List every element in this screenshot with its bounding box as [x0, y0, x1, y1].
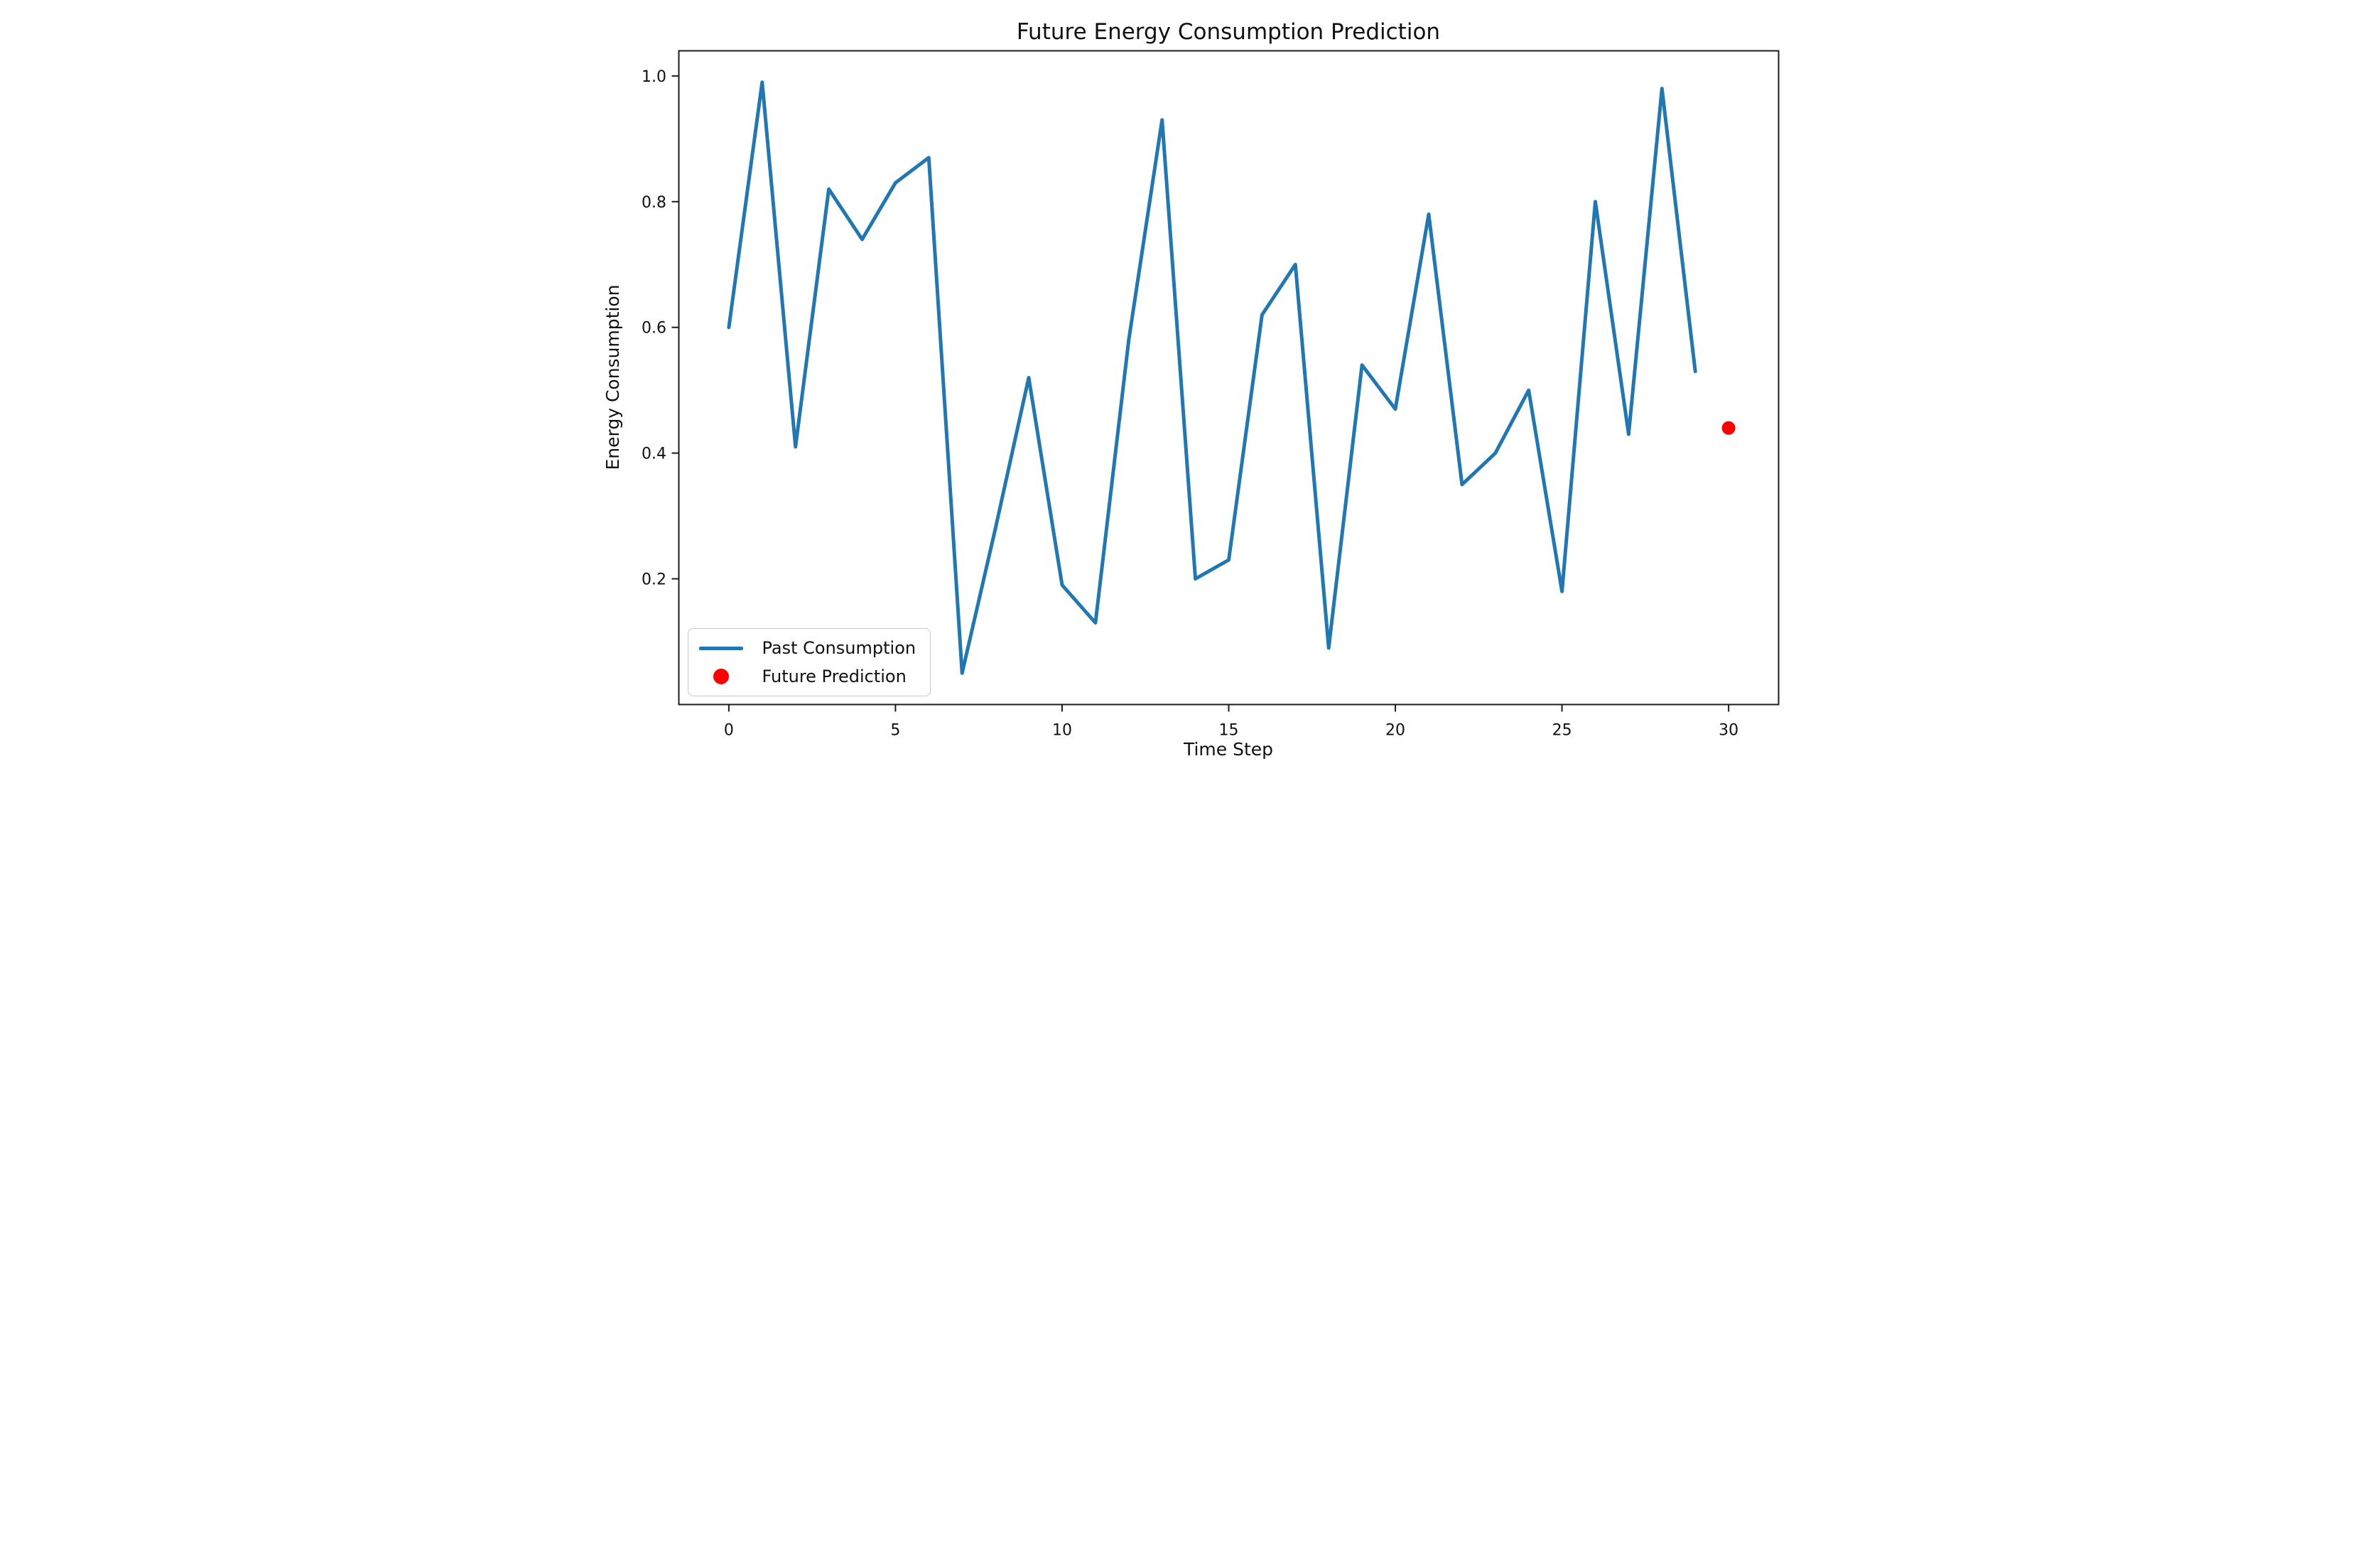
past-consumption-line: [726, 80, 1697, 675]
line-swatch-icon: [698, 646, 743, 650]
x-tick-label: 10: [1051, 722, 1071, 740]
x-tick-label: 20: [1385, 722, 1405, 740]
x-tick-label: 5: [890, 722, 900, 740]
y-axis-label: Energy Consumption: [602, 284, 623, 470]
figure: 0 5 10 15 20 25 30 0.2 0.4 0.6 0.8 1.0 Future Energ…: [595, 0, 1785, 777]
y-tick-label: 0.8: [642, 194, 666, 212]
plot-border: [678, 50, 1779, 706]
chart-title: Future Energy Consumption Prediction: [1016, 19, 1439, 45]
future-prediction-dot: [1721, 421, 1736, 435]
y-tick-label: 0.4: [642, 446, 666, 463]
chart-canvas: 0 5 10 15 20 25 30 0.2 0.4 0.6 0.8 1.0 Future Energ…: [602, 19, 1779, 760]
y-tick-label: 1.0: [642, 68, 666, 86]
plot-series: [726, 80, 1736, 675]
legend-label-future-prediction: Future Prediction: [762, 667, 907, 686]
y-tick-label: 0.2: [642, 571, 666, 589]
y-tick-label: 0.6: [642, 320, 666, 338]
axis-ticks: [671, 75, 1729, 712]
x-axis-label: Time Step: [1182, 739, 1272, 760]
legend-swatch-column: [698, 646, 744, 650]
legend-item-future-prediction: Future Prediction: [698, 665, 916, 688]
axis-tick-labels: 0 5 10 15 20 25 30 0.2 0.4 0.6 0.8 1.0: [642, 68, 1738, 740]
x-tick-label: 0: [723, 722, 733, 740]
legend-item-past-consumption: Past Consumption: [698, 637, 916, 659]
dot-swatch-icon: [713, 669, 729, 684]
x-tick-label: 25: [1552, 722, 1572, 740]
x-tick-label: 30: [1719, 722, 1738, 740]
x-tick-label: 15: [1218, 722, 1238, 740]
legend-label-past-consumption: Past Consumption: [762, 638, 916, 658]
legend-swatch-column: [698, 669, 744, 684]
legend: Past Consumption Future Prediction: [687, 628, 931, 696]
